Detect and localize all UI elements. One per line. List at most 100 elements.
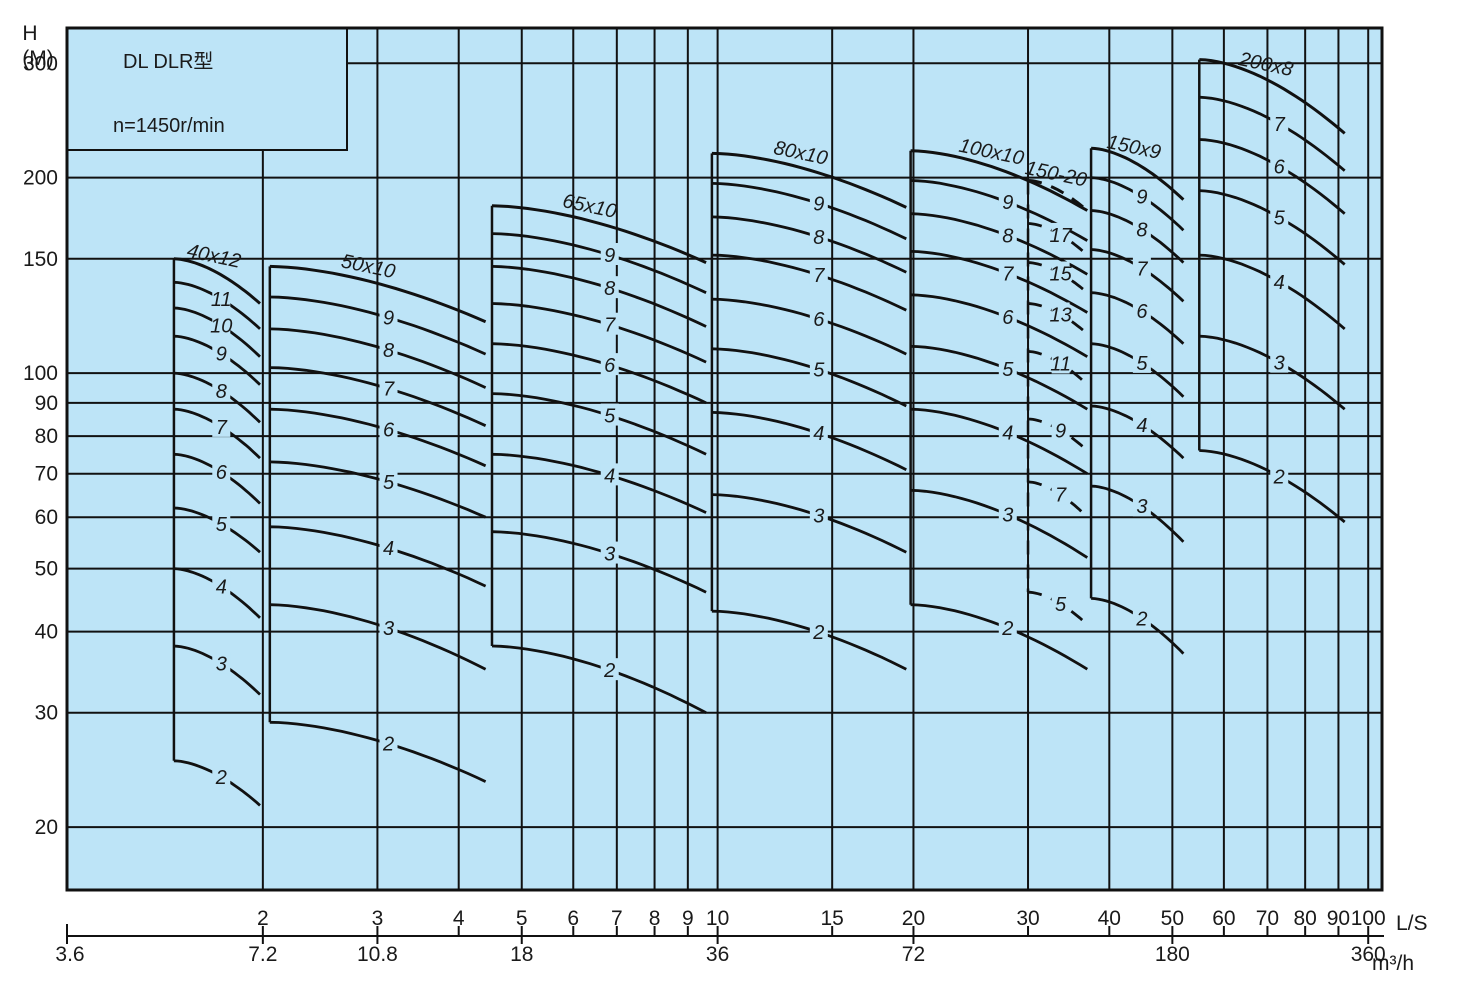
stage-label-bg [1051,591,1070,614]
stage-label-bg [212,313,231,336]
curve-80x10-stage-4 [711,411,907,471]
curve-80x10-stage-6 [711,297,907,356]
stage-label: 5 [216,514,228,536]
curve-65x10-stage-7 [491,302,707,364]
stage-label: 6 [1002,307,1014,329]
stage-label-bg [212,460,231,483]
curve-50x10-stage-3 [269,603,487,671]
x-tick-label: 6 [567,907,579,930]
curve-50x10-stage-7 [269,366,487,427]
stage-label: 2 [215,767,227,789]
x-tick-label: 80 [1293,907,1316,930]
stage-label-bg [1132,494,1151,517]
y-tick-labels: 20 30 40 50 60 70 80 90 100 150 200 300 [23,52,58,839]
x-tick-label: 70 [1256,907,1279,930]
x-tick-label: 50 [1161,907,1184,930]
stage-label-bg [809,191,828,214]
stage-label: 2 [1001,618,1013,640]
stage-label: 2 [1273,466,1285,488]
stage-label: 2 [382,734,394,756]
stage-label: 4 [383,538,394,560]
stage-label-bg [1270,154,1289,177]
curve-80x10-stage-9 [711,182,907,241]
stage-label-bg [379,536,398,559]
stage-label: 3 [604,544,615,566]
stage-label-bg [998,502,1017,525]
stage-label: 9 [1002,192,1013,214]
stage-label: 7 [1055,485,1067,507]
stage-label: 11 [1050,353,1071,375]
stage-label-bg [1270,464,1289,487]
stage-label: 3 [1136,496,1147,518]
x2-tick-label: 36 [706,943,729,966]
x-tick-label: 8 [649,907,661,930]
stage-label: 6 [216,462,228,484]
stage-label: 9 [604,245,615,267]
stage-label-bg [1132,217,1151,240]
curve-80x10-stage-2 [711,609,907,671]
stage-label-bg [1051,351,1070,374]
stage-label: 5 [813,360,825,382]
stage-label: 9 [216,344,227,366]
stage-label-bg [212,414,231,437]
stage-label-bg [1132,606,1151,629]
stage-label-bg [1270,350,1289,373]
stage-label-bg [600,353,619,376]
x2-tick-label: 10.8 [357,943,398,966]
stage-label: 17 [1049,225,1072,247]
x-tick-label: 90 [1327,907,1350,930]
x-tick-label: 2 [257,907,269,930]
stage-label-bg [1132,256,1151,279]
x-axes: 2 3 4 5 6 7 8 9 10 15 20 30 40 50 60 70 80 90 100 3.6 7.2 10.… [55,907,1385,966]
curve-50x10-stage-4 [269,525,487,588]
y-tick-label: 300 [23,52,58,75]
stage-label-bg [1132,184,1151,207]
stage-label-bg [1132,299,1151,322]
x-tick-label: 60 [1212,907,1235,930]
stage-label-bg [1051,418,1070,441]
curve-40x12-stage-12 [173,257,261,305]
curve-150-20-stage-20 [1027,179,1089,212]
stage-label: 5 [383,472,395,494]
stage-label-bg [379,305,398,328]
y-tick-label: 60 [35,506,58,529]
x-tick-label: 40 [1098,907,1121,930]
stage-label-bg [600,312,619,335]
stage-label-bg [998,616,1017,639]
curve-65x10-stage-4 [491,452,707,514]
curve-200x8-stage-8 [1199,58,1346,135]
stage-label-bg [809,503,828,526]
stage-label-bg [379,338,398,361]
stage-label: 6 [1136,301,1148,323]
stage-label-bg [998,190,1017,213]
stage-label: 4 [813,423,824,445]
info-box-frame [66,27,348,151]
stage-label: 4 [1002,423,1013,445]
chart-title: DL DLR型 [123,50,213,73]
y-tick-label: 40 [35,621,58,644]
stage-label-bg [998,223,1017,246]
stage-label: 9 [383,308,394,330]
stage-label-bg [998,261,1017,284]
stage-label-bg [212,574,231,597]
stage-label: 4 [1136,415,1147,437]
stage-label-bg [600,276,619,299]
stage-label: 11 [211,289,232,311]
y-tick-label: 50 [35,558,58,581]
x-tick-label: 15 [820,907,843,930]
curve-50x10-stage-2 [269,720,487,783]
stage-label-bg [379,376,398,399]
stage-label-bg [1270,111,1289,134]
stage-label: 6 [813,309,825,331]
stage-label-bg [998,420,1017,443]
x-tick-label: 9 [682,907,694,930]
y-tick-label: 20 [35,816,58,839]
curve-65x10-stage-10 [491,204,707,264]
stage-label: 7 [383,379,395,401]
stage-label: 5 [1274,207,1286,229]
x2-tick-label: 180 [1155,943,1190,966]
